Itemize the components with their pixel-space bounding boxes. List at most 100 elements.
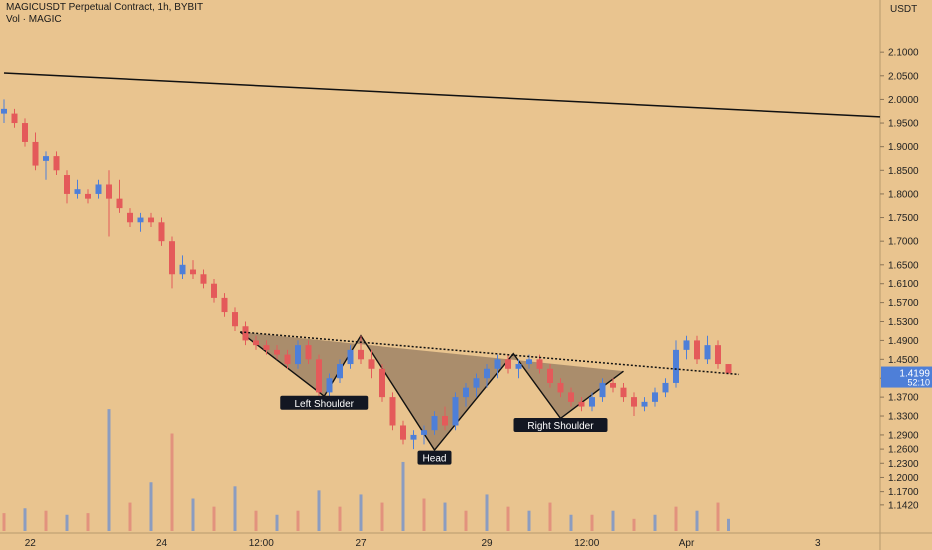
candle-body[interactable]	[725, 364, 732, 374]
candle-body[interactable]	[410, 434, 417, 440]
candle-body[interactable]	[305, 345, 312, 360]
candle-body[interactable]	[673, 349, 679, 383]
candle-body[interactable]	[253, 340, 259, 346]
volume-bar	[359, 494, 363, 531]
candle-body[interactable]	[316, 359, 322, 393]
volume-bar	[727, 518, 730, 531]
candle-body[interactable]	[704, 345, 711, 360]
candle-body[interactable]	[95, 184, 102, 194]
candle-body[interactable]	[232, 312, 238, 327]
volume-bar	[611, 510, 615, 531]
candle-body[interactable]	[547, 368, 553, 383]
candle-body[interactable]	[641, 401, 648, 407]
candle-body[interactable]	[32, 141, 39, 166]
pattern-label-bg	[417, 450, 452, 465]
candle-body[interactable]	[536, 359, 543, 369]
last-price-value: 1.4199	[899, 369, 930, 380]
candle-body[interactable]	[190, 269, 196, 275]
volume-bar	[527, 510, 531, 531]
candle-body[interactable]	[662, 382, 669, 393]
last-price-tag-bg	[881, 366, 932, 388]
candle-body[interactable]	[431, 416, 438, 431]
candle-body[interactable]	[589, 397, 595, 407]
price-tick-label: 1.5300	[888, 317, 919, 328]
candle-body[interactable]	[274, 349, 280, 355]
candle-body[interactable]	[578, 401, 585, 407]
candle-body[interactable]	[358, 349, 364, 360]
resistance-trendline[interactable]	[3, 72, 881, 118]
candle-body[interactable]	[242, 326, 249, 341]
candle-body[interactable]	[400, 425, 406, 440]
time-tick-label: 3	[815, 538, 821, 549]
price-tick-label: 2.1000	[888, 48, 919, 59]
price-tick-label: 1.5700	[888, 298, 919, 309]
candle-body[interactable]	[169, 241, 175, 275]
volume-bar	[233, 486, 237, 531]
candle-body[interactable]	[211, 283, 217, 298]
candle-body[interactable]	[652, 392, 658, 402]
candle-body[interactable]	[694, 340, 700, 360]
volume-layer	[2, 409, 730, 531]
candle-body[interactable]	[200, 274, 207, 284]
volume-bar	[716, 502, 720, 531]
candle-body[interactable]	[442, 416, 448, 426]
candle-body[interactable]	[347, 349, 354, 365]
time-axis[interactable]: 22 24 12:00 27 29 12:00 Apr 3	[25, 538, 821, 549]
candle-body[interactable]	[610, 382, 616, 388]
candle-body[interactable]	[452, 397, 459, 426]
candle-body[interactable]	[11, 113, 18, 124]
candle-body[interactable]	[505, 359, 511, 369]
candle-body[interactable]	[379, 368, 385, 398]
candle-body[interactable]	[515, 364, 522, 369]
candle-body[interactable]	[148, 217, 154, 223]
candle-body[interactable]	[494, 359, 501, 369]
price-tick-label: 1.7000	[888, 237, 919, 248]
candle-body[interactable]	[683, 340, 690, 350]
candle-body[interactable]	[389, 397, 396, 426]
candle-body[interactable]	[631, 397, 637, 407]
volume-bar	[191, 498, 195, 531]
candle-body[interactable]	[137, 217, 144, 223]
candle-body[interactable]	[1, 108, 7, 114]
price-tick-label: 1.9500	[888, 119, 919, 130]
price-tick-label: 1.1420	[888, 500, 919, 511]
candle-body[interactable]	[106, 184, 112, 199]
candle-body[interactable]	[484, 368, 490, 379]
candle-body[interactable]	[179, 264, 186, 275]
candle-body[interactable]	[295, 345, 301, 365]
candle-body[interactable]	[473, 378, 480, 388]
price-tick-label: 1.8000	[888, 189, 919, 200]
candle-body[interactable]	[85, 193, 91, 199]
candle-body[interactable]	[43, 156, 49, 161]
candle-body[interactable]	[463, 387, 469, 398]
candle-body[interactable]	[53, 156, 60, 171]
candle-body[interactable]	[568, 392, 574, 402]
candle-body[interactable]	[64, 175, 70, 194]
price-tick-label: 1.3300	[888, 412, 919, 423]
candle-body[interactable]	[158, 222, 165, 242]
candle-body[interactable]	[557, 382, 564, 393]
candle-body[interactable]	[326, 378, 333, 393]
candle-body[interactable]	[127, 212, 133, 223]
time-tick-label: 12:00	[249, 538, 274, 549]
volume-bar	[317, 490, 321, 531]
candle-body[interactable]	[116, 198, 123, 209]
candle-body[interactable]	[421, 430, 427, 435]
candle-body[interactable]	[337, 364, 343, 379]
price-unit-label: USDT	[890, 4, 917, 15]
pattern-label-bg	[280, 395, 369, 410]
candle-body[interactable]	[620, 387, 627, 398]
candle-body[interactable]	[263, 345, 270, 350]
candle-body[interactable]	[22, 123, 28, 142]
candle-body[interactable]	[526, 359, 532, 365]
time-tick-label: 22	[25, 538, 37, 549]
candle-body[interactable]	[74, 189, 81, 194]
candle-body[interactable]	[599, 382, 606, 398]
candle-body[interactable]	[284, 354, 291, 365]
candle-body[interactable]	[368, 359, 375, 369]
neckline[interactable]	[240, 331, 740, 376]
candle-body[interactable]	[221, 297, 228, 313]
candle-body[interactable]	[715, 345, 721, 365]
